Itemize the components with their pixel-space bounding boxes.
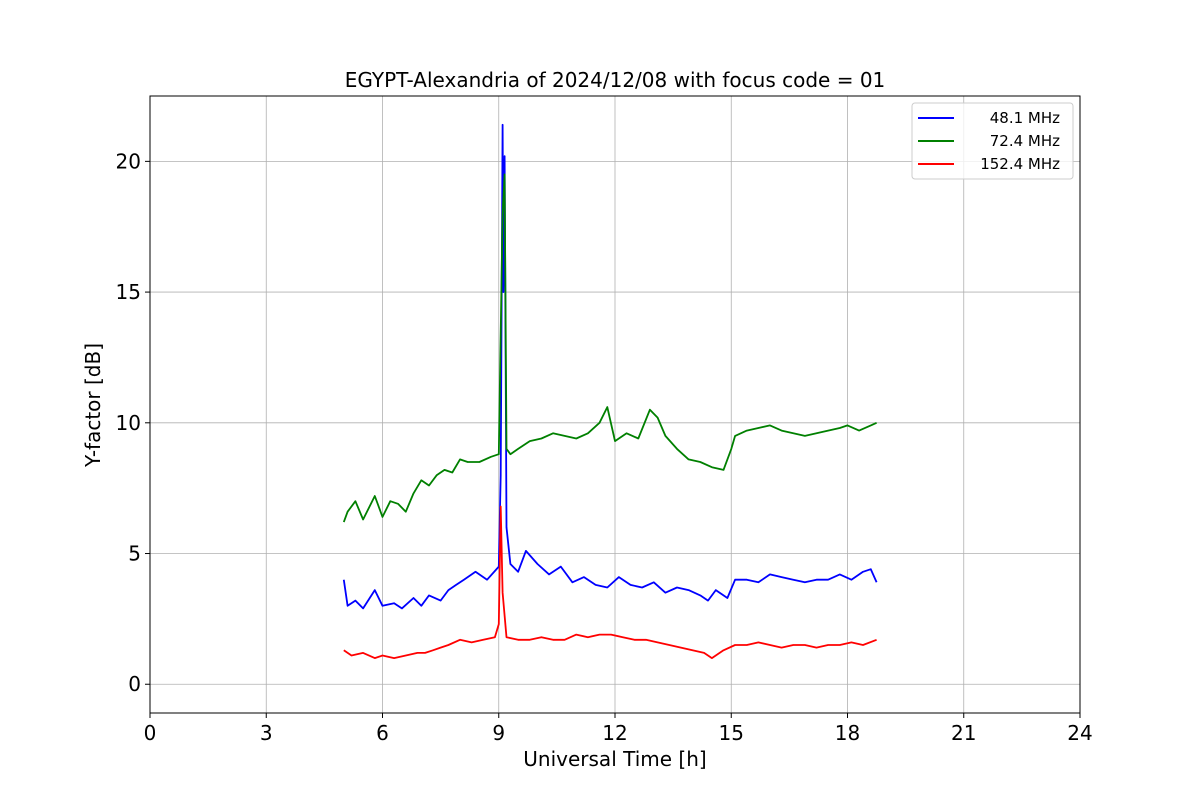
x-tick-label: 3 bbox=[260, 721, 273, 745]
y-tick-label: 10 bbox=[116, 411, 141, 435]
legend-box bbox=[911, 102, 1074, 180]
legend: 48.1 MHz 72.4 MHz 152.4 MHz bbox=[911, 102, 1074, 180]
plot-area bbox=[342, 123, 878, 659]
y-tick-label: 5 bbox=[128, 542, 141, 566]
x-tick-label: 6 bbox=[376, 721, 389, 745]
y-tick-label: 15 bbox=[116, 280, 141, 304]
chart-title: EGYPT-Alexandria of 2024/12/08 with focu… bbox=[345, 68, 886, 92]
y-axis-ticks: 0 5 10 15 20 bbox=[116, 149, 150, 696]
x-tick-label: 12 bbox=[602, 721, 627, 745]
x-tick-label: 24 bbox=[1067, 721, 1092, 745]
legend-label: 48.1 MHz bbox=[990, 109, 1060, 127]
series-lines bbox=[342, 123, 878, 659]
series-line-2 bbox=[342, 173, 877, 523]
series-line-3 bbox=[343, 505, 877, 659]
x-axis-label: Universal Time [h] bbox=[523, 747, 706, 771]
x-tick-label: 9 bbox=[492, 721, 505, 745]
x-tick-label: 15 bbox=[719, 721, 744, 745]
legend-label: 152.4 MHz bbox=[980, 155, 1060, 173]
y-tick-label: 0 bbox=[128, 672, 141, 696]
legend-entries: 48.1 MHz 72.4 MHz 152.4 MHz bbox=[918, 109, 1060, 173]
x-tick-label: 0 bbox=[144, 721, 157, 745]
y-axis-label: Y-factor [dB] bbox=[81, 343, 105, 468]
y-tick-label: 20 bbox=[116, 149, 141, 173]
x-tick-label: 21 bbox=[951, 721, 976, 745]
x-tick-label: 18 bbox=[835, 721, 860, 745]
series-line-1 bbox=[342, 123, 878, 610]
legend-label: 72.4 MHz bbox=[990, 132, 1060, 150]
x-axis-ticks: 0 3 6 9 12 15 18 21 24 bbox=[144, 713, 1093, 745]
